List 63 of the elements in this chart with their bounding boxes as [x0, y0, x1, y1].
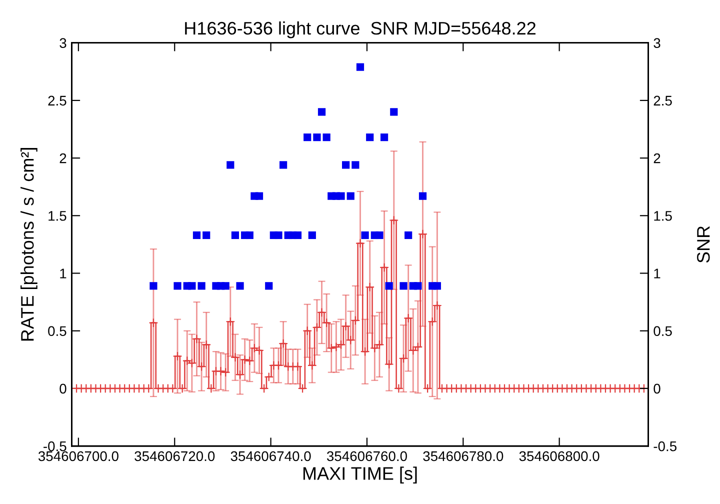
point	[202, 231, 210, 240]
point	[236, 282, 244, 290]
y-tick-label: 0.5	[48, 326, 66, 336]
x-tick-label: 354606720.0	[134, 451, 215, 462]
y-tick-label: 1.5	[48, 211, 66, 221]
point	[274, 231, 282, 240]
x-axis-title: MAXI TIME [s]	[303, 466, 417, 484]
point	[231, 231, 240, 240]
point	[222, 282, 230, 290]
point	[198, 282, 206, 290]
y2-axis-title: SNR	[697, 226, 710, 263]
y2-tick-label: 1.5	[654, 211, 672, 221]
y-tick-label: 3	[60, 38, 66, 48]
point	[308, 231, 316, 240]
point	[255, 192, 264, 200]
point	[265, 282, 273, 290]
y2-tick-label: 3	[654, 38, 660, 48]
y-tick-label: 0	[60, 384, 66, 394]
point	[188, 282, 196, 290]
y2-tick-label: 0.5	[654, 326, 672, 336]
x-tick-label: 354606760.0	[326, 451, 407, 462]
point	[380, 134, 388, 142]
y-tick-label: 2.5	[48, 96, 66, 106]
chart-title: H1636-536 light curve SNR MJD=55648.22	[185, 21, 536, 38]
point	[322, 134, 330, 142]
point	[390, 108, 398, 116]
point	[174, 282, 182, 290]
x-tick-label: 354606780.0	[423, 451, 504, 462]
y2-tick-label: 1	[654, 268, 660, 278]
point	[304, 134, 312, 142]
point	[400, 282, 408, 290]
point	[346, 192, 354, 200]
point	[313, 134, 321, 142]
x-tick-label: 354606800.0	[519, 451, 600, 462]
point	[279, 161, 288, 169]
point	[294, 231, 302, 240]
x-tick-label: 354606740.0	[230, 451, 311, 462]
point	[246, 231, 254, 240]
point	[418, 192, 427, 200]
y-tick-label: -0.5	[44, 441, 66, 452]
point	[414, 282, 422, 290]
point	[342, 161, 350, 169]
point	[433, 282, 441, 290]
y-axis-title: RATE [photons / s / cm²]	[20, 148, 38, 341]
x-tick-label: 354606700.0	[38, 451, 118, 462]
y2-tick-label: 2.5	[654, 96, 672, 106]
point	[376, 231, 384, 240]
point	[361, 231, 369, 240]
point	[192, 231, 201, 240]
point	[366, 134, 374, 142]
point	[337, 192, 345, 200]
y-tick-label: 2	[60, 153, 66, 164]
point	[150, 282, 158, 290]
point	[318, 108, 326, 116]
y2-tick-label: -0.5	[654, 441, 676, 452]
point	[404, 231, 412, 240]
y-tick-label: 1	[60, 268, 66, 278]
point	[356, 63, 364, 71]
y2-tick-label: 2	[654, 153, 660, 164]
point	[226, 161, 234, 169]
point	[385, 282, 393, 290]
point	[352, 161, 360, 169]
y2-tick-label: 0	[654, 384, 660, 394]
